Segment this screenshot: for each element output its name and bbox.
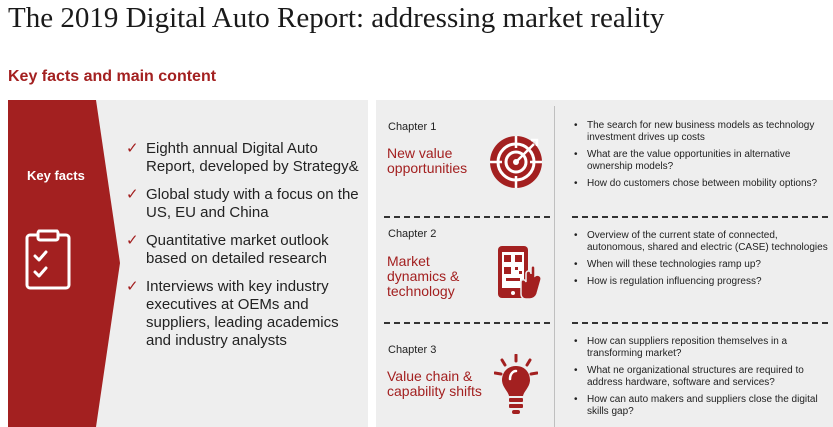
key-facts-band (8, 100, 120, 427)
checkmark-icon: ✓ (126, 278, 139, 295)
lightbulb-icon (493, 353, 539, 421)
smartphone-qr-icon (496, 244, 546, 307)
main-content-panel: Chapter 1 New value opportunities The se… (376, 100, 833, 427)
list-item: ✓ Interviews with key industry executive… (126, 278, 362, 350)
chapter-bullets: How can suppliers reposition themselves … (574, 336, 828, 423)
section-subtitle: Key facts and main content (8, 68, 217, 85)
list-item: Overview of the current state of connect… (574, 230, 828, 254)
list-item: What are the value opportunities in alte… (574, 149, 828, 173)
list-item: How can auto makers and suppliers close … (574, 394, 828, 418)
chapter-bullets: Overview of the current state of connect… (574, 230, 828, 293)
chapter-label: Chapter 3 (388, 344, 437, 356)
chapter-title: Market dynamics & technology (387, 253, 460, 299)
checkmark-icon: ✓ (126, 232, 139, 249)
key-facts-panel: Key facts ✓ Eighth annual Digital Auto R… (8, 100, 368, 427)
page-title: The 2019 Digital Auto Report: addressing… (8, 2, 665, 34)
list-item: How can suppliers reposition themselves … (574, 336, 828, 360)
list-item: When will these technologies ramp up? (574, 259, 828, 271)
key-facts-list: ✓ Eighth annual Digital Auto Report, dev… (126, 140, 362, 360)
list-item: ✓ Global study with a focus on the US, E… (126, 186, 362, 222)
fact-text: Quantitative market outlook based on det… (146, 232, 329, 267)
fact-text: Interviews with key industry executives … (146, 278, 339, 349)
checkmark-icon: ✓ (126, 140, 139, 157)
list-item: How is regulation influencing progress? (574, 276, 828, 288)
column-divider (554, 106, 555, 427)
fact-text: Global study with a focus on the US, EU … (146, 186, 359, 221)
chapter-label: Chapter 1 (388, 121, 437, 133)
list-item: The search for new business models as te… (574, 120, 828, 144)
chapter-separator (384, 216, 550, 218)
chapter-separator (572, 322, 828, 324)
chapter-label: Chapter 2 (388, 228, 437, 240)
chapter-separator (384, 322, 550, 324)
target-icon (488, 134, 544, 195)
chapter-title: Value chain & capability shifts (387, 368, 482, 399)
checkmark-icon: ✓ (126, 186, 139, 203)
chapter-bullets: The search for new business models as te… (574, 120, 828, 195)
list-item: How do customers chose between mobility … (574, 178, 828, 190)
list-item: ✓ Quantitative market outlook based on d… (126, 232, 362, 268)
fact-text: Eighth annual Digital Auto Report, devel… (146, 140, 359, 175)
chapter-separator (572, 216, 828, 218)
clipboard-check-icon (24, 228, 72, 295)
chapter-title: New value opportunities (387, 145, 468, 176)
list-item: ✓ Eighth annual Digital Auto Report, dev… (126, 140, 362, 176)
key-facts-label: Key facts (27, 168, 85, 183)
list-item: What ne organizational structures are re… (574, 365, 828, 389)
